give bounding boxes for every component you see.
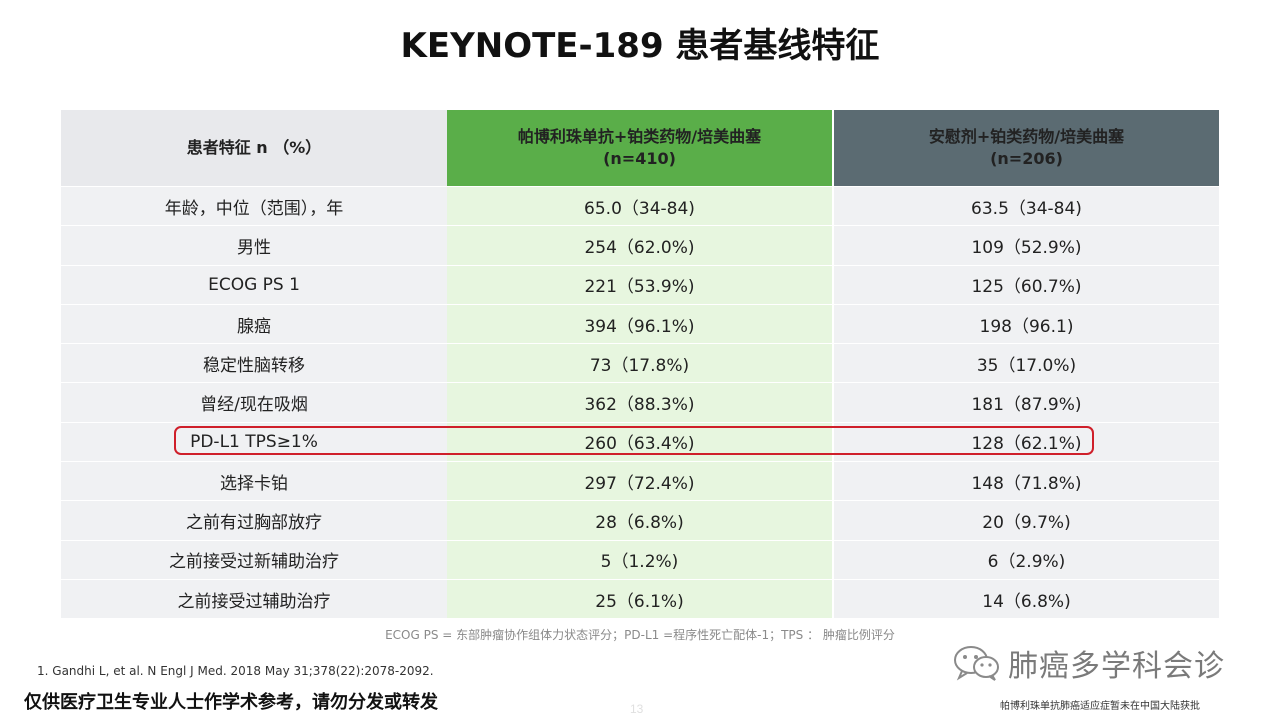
header-arm-pembrolizumab: 帕博利珠单抗+铂类药物/培美曲塞 (n=410) [447, 110, 834, 187]
arm-a-value: 254（62.0%) [447, 225, 834, 266]
arm-b-value: 20（9.7%) [833, 500, 1219, 541]
arm-a-value: 260（63.4%) [447, 422, 834, 463]
table-row-highlighted: PD-L1 TPS≥1% 260（63.4%) 128（62.1%) [61, 422, 1219, 463]
row-label: 稳定性脑转移 [61, 343, 447, 384]
arm-a-value: 25（6.1%) [447, 579, 834, 620]
arm-a-value: 362（88.3%) [447, 382, 834, 423]
arm-b-value: 35（17.0%) [833, 343, 1219, 384]
table-row: 之前有过胸部放疗 28（6.8%) 20（9.7%) [61, 500, 1219, 541]
table-row: 之前接受过新辅助治疗 5（1.2%) 6（2.9%) [61, 540, 1219, 580]
table-row: 曾经/现在吸烟 362（88.3%) 181（87.9%) [61, 382, 1219, 423]
arm-a-value: 5（1.2%) [447, 540, 834, 580]
table-row: 男性 254（62.0%) 109（52.9%) [61, 225, 1219, 266]
table-row: 腺癌 394（96.1%) 198（96.1) [61, 304, 1219, 345]
arm-b-value: 63.5（34-84) [833, 186, 1219, 227]
row-label: 年龄，中位（范围），年 [61, 186, 447, 227]
table-row: 稳定性脑转移 73（17.8%) 35（17.0%) [61, 343, 1219, 384]
watermark-text: 肺癌多学科会诊 [1008, 649, 1225, 684]
arm-a-value: 221（53.9%) [447, 265, 834, 305]
arm-b-value: 198（96.1) [833, 304, 1219, 345]
row-label: 曾经/现在吸烟 [61, 382, 447, 423]
row-label: 男性 [61, 225, 447, 266]
header-arm-a-n: (n=410) [603, 149, 676, 168]
arm-a-value: 394（96.1%) [447, 304, 834, 345]
row-label: 之前接受过新辅助治疗 [61, 540, 447, 580]
row-label: ECOG PS 1 [61, 265, 447, 305]
header-arm-placebo: 安慰剂+铂类药物/培美曲塞 (n=206) [833, 110, 1219, 187]
reference-citation: 1. Gandhi L, et al. N Engl J Med. 2018 M… [37, 664, 434, 678]
arm-a-value: 73（17.8%) [447, 343, 834, 384]
page-number: 13 [630, 702, 644, 716]
table-row: 选择卡铂 297（72.4%) 148（71.8%) [61, 461, 1219, 502]
arm-a-value: 297（72.4%) [447, 461, 834, 502]
header-characteristic: 患者特征 n （%） [61, 110, 447, 187]
arm-b-value: 181（87.9%) [833, 382, 1219, 423]
header-arm-b-name: 安慰剂+铂类药物/培美曲塞 [928, 127, 1125, 146]
arm-a-value: 28（6.8%) [447, 500, 834, 541]
abbreviations-text: ECOG PS = 东部肿瘤协作组体力状态评分；PD-L1 =程序性死亡配体-1… [385, 628, 895, 642]
row-label: 腺癌 [61, 304, 447, 345]
table-header-row: 患者特征 n （%） 帕博利珠单抗+铂类药物/培美曲塞 (n=410) 安慰剂+… [61, 110, 1219, 187]
arm-b-value: 125（60.7%) [833, 265, 1219, 305]
table-row: 年龄，中位（范围），年 65.0（34-84) 63.5（34-84) [61, 186, 1219, 227]
header-arm-b-n: (n=206) [990, 149, 1063, 168]
abbreviations-footnote: ECOG PS = 东部肿瘤协作组体力状态评分；PD-L1 =程序性死亡配体-1… [0, 626, 1280, 643]
row-label: PD-L1 TPS≥1% [61, 422, 447, 463]
arm-b-value: 148（71.8%) [833, 461, 1219, 502]
approval-note: 帕博利珠单抗肺癌适应症暂未在中国大陆获批 [1000, 701, 1200, 712]
arm-b-value: 14（6.8%) [833, 579, 1219, 620]
arm-b-value: 109（52.9%) [833, 225, 1219, 266]
table-row: 之前接受过辅助治疗 25（6.1%) 14（6.8%) [61, 579, 1219, 620]
arm-a-value: 65.0（34-84) [447, 186, 834, 227]
table-row: ECOG PS 1 221（53.9%) 125（60.7%) [61, 265, 1219, 305]
slide-title: KEYNOTE-189 患者基线特征 [400, 26, 880, 66]
disclaimer-text: 仅供医疗卫生专业人士作学术参考，请勿分发或转发 [24, 692, 438, 713]
watermark-brand: 肺癌多学科会诊 [952, 644, 1225, 684]
arm-b-value: 128（62.1%) [833, 422, 1219, 463]
row-label: 之前接受过辅助治疗 [61, 579, 447, 620]
arm-b-value: 6（2.9%) [833, 540, 1219, 580]
row-label: 之前有过胸部放疗 [61, 500, 447, 541]
baseline-characteristics-table: 患者特征 n （%） 帕博利珠单抗+铂类药物/培美曲塞 (n=410) 安慰剂+… [61, 110, 1219, 620]
wechat-icon [954, 646, 999, 681]
header-arm-a-name: 帕博利珠单抗+铂类药物/培美曲塞 [517, 127, 762, 146]
row-label: 选择卡铂 [61, 461, 447, 502]
